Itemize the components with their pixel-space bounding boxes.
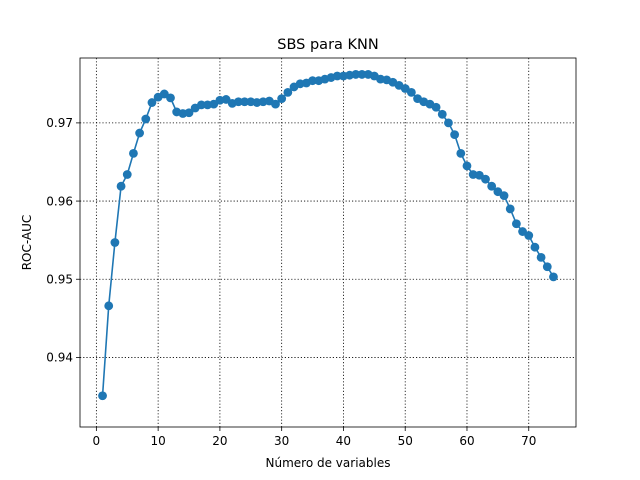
- data-point: [431, 102, 441, 112]
- x-tick-label: 70: [521, 434, 536, 448]
- data-point: [110, 238, 120, 247]
- data-point: [234, 97, 243, 107]
- data-point: [444, 118, 453, 128]
- grid: [80, 58, 576, 427]
- data-point: [271, 99, 280, 109]
- data-point: [308, 76, 317, 86]
- data-point: [116, 181, 126, 191]
- data-point: [98, 391, 107, 401]
- data-point: [524, 231, 534, 240]
- data-point: [240, 97, 250, 107]
- y-tick-label: 0.97: [46, 116, 73, 130]
- plot-frame: [79, 57, 577, 428]
- data-point: [511, 219, 521, 229]
- data-point: [505, 204, 515, 214]
- y-axis-label: ROC-AUC: [20, 215, 34, 271]
- data-point: [357, 70, 367, 79]
- data-point: [406, 87, 416, 97]
- x-tick-label: 60: [459, 434, 474, 448]
- x-tick-label: 50: [398, 434, 413, 448]
- x-tick-label: 40: [336, 434, 351, 448]
- x-axis-label: Número de variables: [266, 456, 391, 470]
- x-tick-label: 10: [150, 434, 165, 448]
- series: [98, 70, 558, 401]
- data-point: [530, 242, 540, 252]
- chart-title: SBS para KNN: [277, 37, 378, 53]
- data-point: [437, 109, 447, 119]
- y-tick-label: 0.94: [46, 351, 73, 365]
- data-point: [456, 148, 466, 158]
- x-tick-label: 30: [274, 434, 289, 448]
- x-tick-label: 20: [212, 434, 227, 448]
- data-point: [332, 71, 342, 81]
- data-point: [277, 94, 287, 104]
- data-point: [104, 301, 114, 311]
- data-point: [129, 148, 138, 158]
- data-point: [499, 191, 509, 200]
- data-point: [122, 170, 132, 179]
- data-point: [462, 161, 472, 171]
- data-point: [542, 262, 552, 272]
- data-point: [184, 108, 194, 118]
- data-point: [135, 128, 145, 138]
- data-point: [351, 70, 361, 79]
- data-point: [141, 114, 151, 124]
- axis-ticks: 0 10 20 30 40 50 60 70 0.94 0.95 0.96 0.97: [46, 116, 536, 448]
- y-tick-label: 0.95: [46, 273, 73, 287]
- data-point: [166, 93, 175, 103]
- data-point: [196, 100, 206, 110]
- y-tick-label: 0.96: [46, 194, 73, 208]
- data-point: [283, 87, 293, 97]
- x-tick-label: 0: [93, 434, 101, 448]
- data-point: [147, 98, 157, 107]
- data-point: [481, 174, 490, 184]
- data-point: [536, 252, 546, 262]
- data-point: [450, 130, 460, 140]
- data-point: [487, 181, 497, 191]
- data-point: [549, 272, 558, 282]
